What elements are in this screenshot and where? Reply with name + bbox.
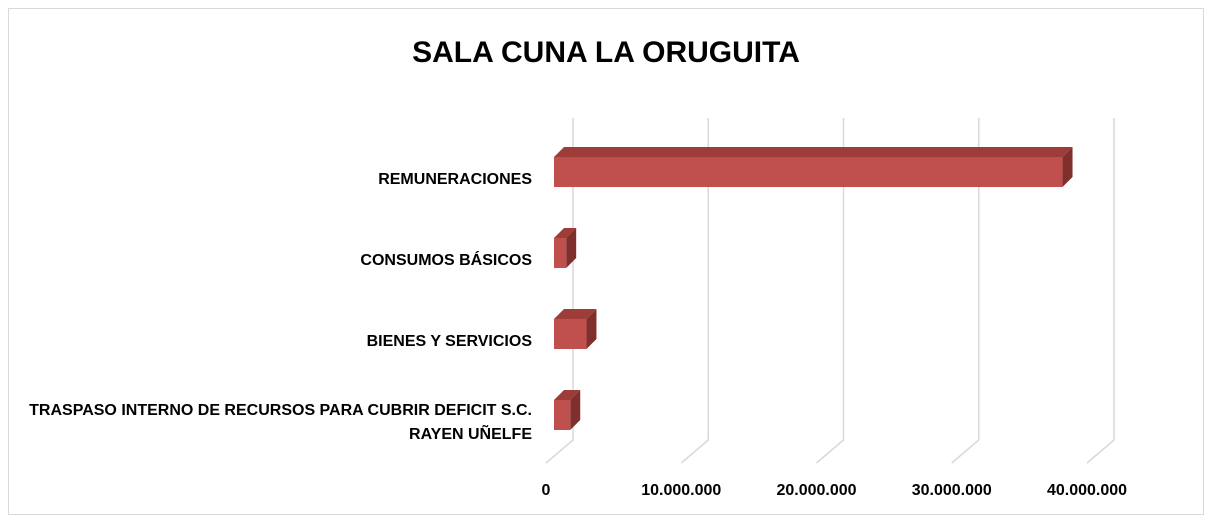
x-tick-label: 20.000.000	[776, 482, 857, 499]
y-tick-label: CONSUMOS BÁSICOS	[360, 252, 532, 269]
x-tick-label: 10.000.000	[641, 482, 722, 499]
bar-face	[570, 390, 581, 430]
bar-face	[554, 319, 587, 349]
grid-line	[545, 118, 574, 464]
x-tick-label: 0	[541, 482, 551, 499]
bar-face	[566, 228, 577, 268]
y-tick-label: TRASPASO INTERNO DE RECURSOS PARA CUBRIR…	[29, 402, 532, 443]
bar-face	[554, 390, 581, 400]
grid-line	[1086, 118, 1115, 464]
bar-face	[554, 400, 571, 430]
chart-border	[8, 8, 1204, 515]
bar-face	[586, 309, 597, 349]
bar	[554, 228, 577, 268]
bar	[554, 309, 597, 349]
bar-face	[1062, 147, 1073, 187]
x-tick-label: 30.000.000	[911, 482, 992, 499]
bar-face	[554, 309, 597, 319]
grid-line	[816, 118, 845, 464]
bar	[554, 147, 1073, 187]
y-tick-label: BIENES Y SERVICIOS	[366, 333, 532, 350]
grid-line	[951, 118, 980, 464]
x-tick-label: 40.000.000	[1046, 482, 1128, 499]
grid-line	[680, 118, 709, 464]
bar-face	[554, 157, 1063, 187]
bar	[554, 390, 581, 430]
y-tick-label: REMUNERACIONES	[378, 171, 532, 188]
bar-face	[554, 238, 567, 268]
chart-title: SALA CUNA LA ORUGUITA	[412, 36, 800, 69]
bar-face	[554, 228, 577, 238]
bar-face	[554, 147, 1073, 157]
